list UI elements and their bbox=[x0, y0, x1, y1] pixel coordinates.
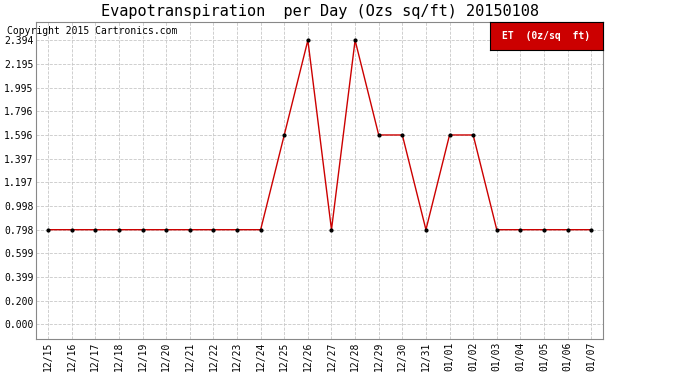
Text: Copyright 2015 Cartronics.com: Copyright 2015 Cartronics.com bbox=[7, 26, 177, 36]
Title: Evapotranspiration  per Day (Ozs sq/ft) 20150108: Evapotranspiration per Day (Ozs sq/ft) 2… bbox=[101, 4, 539, 19]
